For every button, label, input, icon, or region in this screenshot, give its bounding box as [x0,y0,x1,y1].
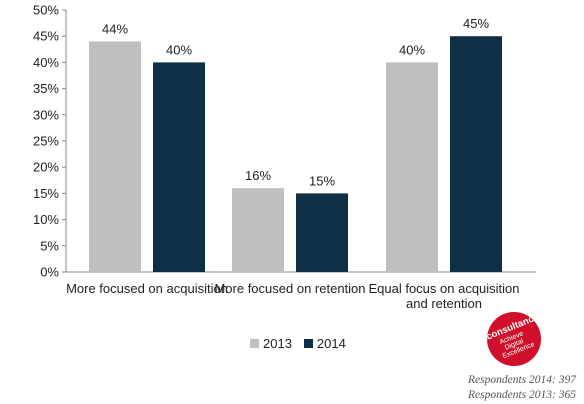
legend-label-2013: 2013 [263,336,292,351]
x-tick-label: More focused on retention [214,281,365,296]
y-tick-label: 35% [33,81,59,96]
y-tick-label: 40% [33,55,59,70]
y-tick-label: 45% [33,29,59,44]
y-tick-label: 30% [33,107,59,122]
econsultancy-logo: Econsultancy Achieve Digital Excellence [479,311,541,366]
bar-2013 [232,188,284,272]
respondents-2014: Respondents 2014: 397 [468,374,576,386]
x-tick-label: More focused on acquisition [66,281,228,296]
legend-label-2014: 2014 [316,336,346,351]
bar-2014 [296,193,348,272]
bar-2014 [450,36,502,273]
x-tick-label: Equal focus on acquisition [368,281,519,296]
bar-2013 [386,62,438,273]
y-tick-label: 5% [40,238,59,253]
legend-item-2013: 2013 [250,336,292,351]
data-label: 16% [245,168,271,183]
data-label: 40% [399,42,425,57]
legend-swatch-2014 [303,339,313,348]
bar-2013 [89,41,141,272]
y-tick-label: 20% [33,160,59,175]
logo-circle [487,312,541,366]
respondents-2013: Respondents 2013: 365 [468,389,576,401]
y-tick-label: 50% [33,3,59,18]
data-label: 45% [463,16,489,31]
legend-item-2014: 2014 [303,336,346,351]
legend-swatch-2013 [250,339,259,348]
y-tick-label: 0% [40,265,59,280]
y-tick-label: 25% [33,134,59,149]
y-tick-label: 15% [33,186,59,201]
x-tick-label: and retention [406,296,482,311]
y-tick-label: 10% [33,212,59,227]
data-label: 44% [102,21,128,36]
data-label: 15% [309,173,335,188]
bar-2014 [153,62,205,273]
legend: 2013 2014 [250,336,346,351]
data-label: 40% [166,42,192,57]
